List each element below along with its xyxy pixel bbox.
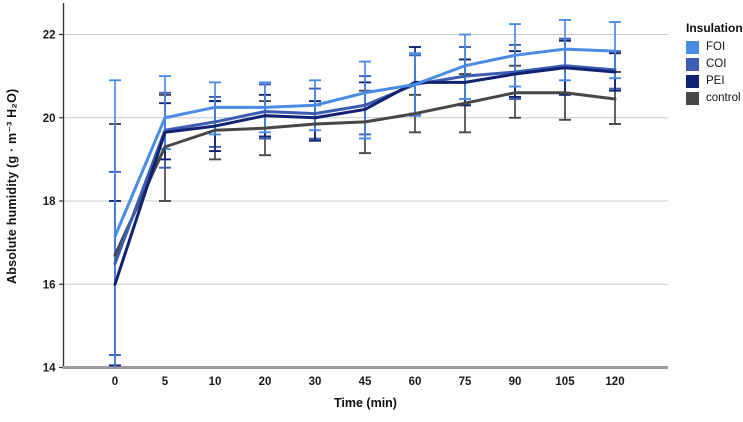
legend-item-coi: COI bbox=[686, 58, 743, 71]
legend-swatch-pei bbox=[686, 75, 699, 88]
y-tick-label: 18 bbox=[43, 196, 56, 208]
x-tick-label: 120 bbox=[605, 376, 624, 388]
series-line-foi bbox=[113, 47, 617, 238]
legend-item-control: control bbox=[686, 92, 743, 105]
x-tick-label: 5 bbox=[162, 376, 169, 388]
legend-item-foi: FOI bbox=[686, 41, 743, 54]
y-tick-label: 16 bbox=[43, 279, 56, 291]
x-tick-label: 45 bbox=[359, 376, 372, 388]
x-tick-label: 75 bbox=[459, 376, 472, 388]
series-line-control bbox=[113, 91, 617, 257]
x-tick-label: 0 bbox=[112, 376, 118, 388]
series-line-coi bbox=[113, 64, 617, 265]
x-tick-label: 105 bbox=[555, 376, 575, 388]
x-tick-label: 60 bbox=[409, 376, 422, 388]
legend-items: FOI COI PEI control bbox=[686, 41, 743, 105]
legend-label: FOI bbox=[706, 41, 726, 53]
legend-swatch-coi bbox=[686, 58, 699, 71]
legend-title: Insulation bbox=[686, 21, 743, 35]
legend-label: PEI bbox=[706, 75, 725, 87]
y-tick-label: 14 bbox=[43, 363, 56, 375]
x-axis-title: Time (min) bbox=[334, 396, 397, 410]
legend-swatch-control bbox=[686, 92, 699, 105]
legend-item-pei: PEI bbox=[686, 75, 743, 88]
legend-label: COI bbox=[706, 58, 727, 70]
legend-swatch-foi bbox=[686, 41, 699, 54]
x-tick-label: 20 bbox=[259, 376, 272, 388]
x-tick-label: 30 bbox=[309, 376, 322, 388]
y-tick-label: 22 bbox=[43, 30, 56, 42]
x-tick-label: 90 bbox=[509, 376, 522, 388]
legend-label: control bbox=[706, 92, 741, 104]
legend: Insulation FOI COI PEI control bbox=[686, 21, 743, 109]
y-tick-label: 20 bbox=[43, 113, 56, 125]
error-bars-foi bbox=[109, 18, 621, 368]
x-tick-label: 10 bbox=[209, 376, 222, 388]
series-line-pei bbox=[113, 66, 617, 286]
